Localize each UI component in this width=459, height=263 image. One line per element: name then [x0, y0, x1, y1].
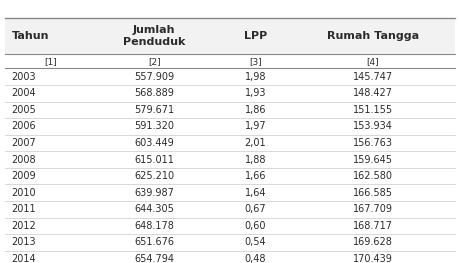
- Text: [4]: [4]: [365, 57, 378, 66]
- Text: 166.585: 166.585: [352, 188, 392, 198]
- Text: 148.427: 148.427: [352, 88, 392, 98]
- Text: 0,48: 0,48: [244, 254, 265, 263]
- Text: 2014: 2014: [11, 254, 36, 263]
- Text: 2006: 2006: [11, 121, 36, 132]
- Text: 1,93: 1,93: [244, 88, 265, 98]
- Text: 615.011: 615.011: [134, 154, 174, 165]
- Text: 145.747: 145.747: [352, 72, 392, 82]
- Text: 0,54: 0,54: [244, 237, 266, 247]
- Text: 2009: 2009: [11, 171, 36, 181]
- Text: 2010: 2010: [11, 188, 36, 198]
- Text: 2,01: 2,01: [244, 138, 266, 148]
- Text: Jumlah
Penduduk: Jumlah Penduduk: [123, 25, 185, 47]
- Text: 2005: 2005: [11, 105, 36, 115]
- Text: 1,86: 1,86: [244, 105, 265, 115]
- Text: 651.676: 651.676: [134, 237, 174, 247]
- Text: 579.671: 579.671: [134, 105, 174, 115]
- Text: 2012: 2012: [11, 221, 36, 231]
- Text: 1,66: 1,66: [244, 171, 265, 181]
- Text: 170.439: 170.439: [352, 254, 392, 263]
- Text: [1]: [1]: [44, 57, 57, 66]
- Text: 2004: 2004: [11, 88, 36, 98]
- Text: 1,64: 1,64: [244, 188, 265, 198]
- Text: 156.763: 156.763: [352, 138, 392, 148]
- Text: 654.794: 654.794: [134, 254, 174, 263]
- Text: [2]: [2]: [147, 57, 160, 66]
- Text: 2011: 2011: [11, 204, 36, 214]
- Text: Tahun: Tahun: [11, 31, 49, 41]
- Text: 153.934: 153.934: [352, 121, 392, 132]
- Text: 168.717: 168.717: [352, 221, 392, 231]
- Text: 591.320: 591.320: [134, 121, 174, 132]
- Text: 169.628: 169.628: [352, 237, 392, 247]
- Text: 2003: 2003: [11, 72, 36, 82]
- Text: 639.987: 639.987: [134, 188, 174, 198]
- Text: Rumah Tangga: Rumah Tangga: [326, 31, 418, 41]
- Text: 603.449: 603.449: [134, 138, 174, 148]
- Text: 0,60: 0,60: [244, 221, 265, 231]
- Text: 648.178: 648.178: [134, 221, 174, 231]
- Text: LPP: LPP: [243, 31, 266, 41]
- Text: [3]: [3]: [248, 57, 261, 66]
- Text: 1,98: 1,98: [244, 72, 265, 82]
- Text: 1,88: 1,88: [244, 154, 265, 165]
- Text: 568.889: 568.889: [134, 88, 174, 98]
- Text: 557.909: 557.909: [134, 72, 174, 82]
- Text: 625.210: 625.210: [134, 171, 174, 181]
- Text: 167.709: 167.709: [352, 204, 392, 214]
- Text: 2013: 2013: [11, 237, 36, 247]
- Text: 0,67: 0,67: [244, 204, 266, 214]
- Text: 2007: 2007: [11, 138, 36, 148]
- Text: 1,97: 1,97: [244, 121, 266, 132]
- Text: 159.645: 159.645: [352, 154, 392, 165]
- Text: 151.155: 151.155: [352, 105, 392, 115]
- Text: 644.305: 644.305: [134, 204, 174, 214]
- Text: 2008: 2008: [11, 154, 36, 165]
- Text: 162.580: 162.580: [352, 171, 392, 181]
- Bar: [5, 18, 454, 54]
